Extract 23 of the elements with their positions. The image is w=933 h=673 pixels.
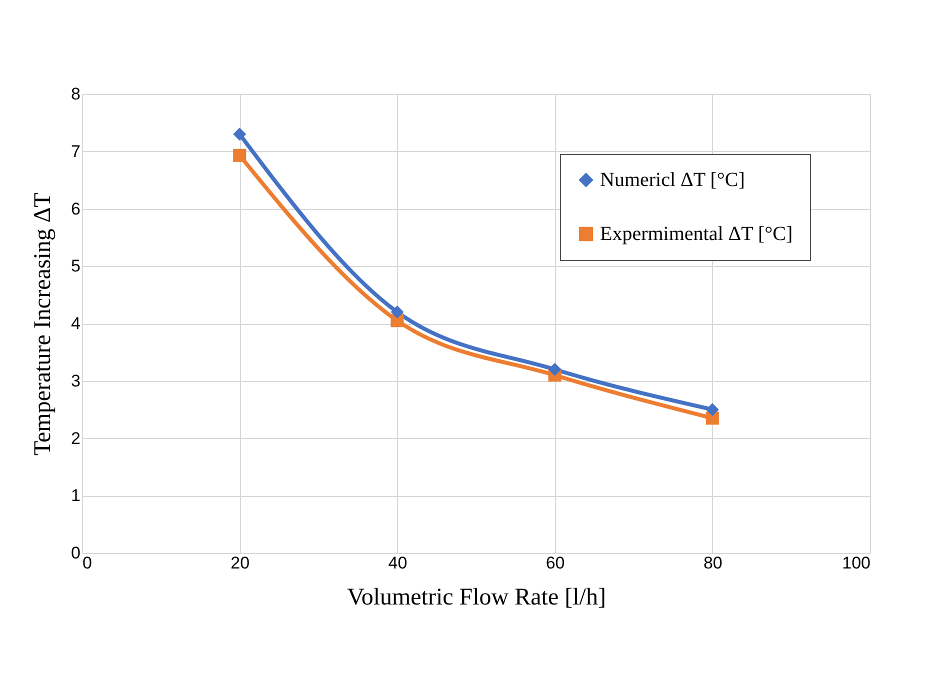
y-tick-label: 8 bbox=[71, 84, 80, 104]
y-axis-title: Temperature Increasing ΔT bbox=[30, 192, 56, 456]
legend-label: Expermimental ΔT [°C] bbox=[600, 223, 793, 245]
x-tick-label: 0 bbox=[82, 554, 92, 572]
x-tick-label: 100 bbox=[842, 554, 870, 572]
y-tick-label: 1 bbox=[71, 486, 80, 506]
y-tick-label: 3 bbox=[71, 371, 80, 390]
x-axis-title: Volumetric Flow Rate [l/h] bbox=[347, 584, 606, 610]
x-tick-label: 80 bbox=[703, 554, 722, 572]
point bbox=[706, 403, 719, 416]
legend-label: Numericl ΔT [°C] bbox=[600, 169, 745, 191]
y-tick-label: 6 bbox=[71, 199, 80, 218]
y-tick-label: 2 bbox=[71, 428, 80, 448]
x-tick-label: 60 bbox=[546, 554, 565, 572]
y-tick-label: 7 bbox=[71, 142, 80, 161]
x-tick-label: 20 bbox=[230, 554, 250, 572]
y-tick-label: 5 bbox=[71, 256, 80, 276]
x-tick-label: 40 bbox=[388, 554, 408, 572]
point bbox=[233, 128, 246, 141]
point bbox=[548, 362, 562, 376]
point bbox=[233, 148, 246, 162]
y-tick-label: 4 bbox=[71, 314, 80, 333]
point bbox=[390, 306, 404, 319]
